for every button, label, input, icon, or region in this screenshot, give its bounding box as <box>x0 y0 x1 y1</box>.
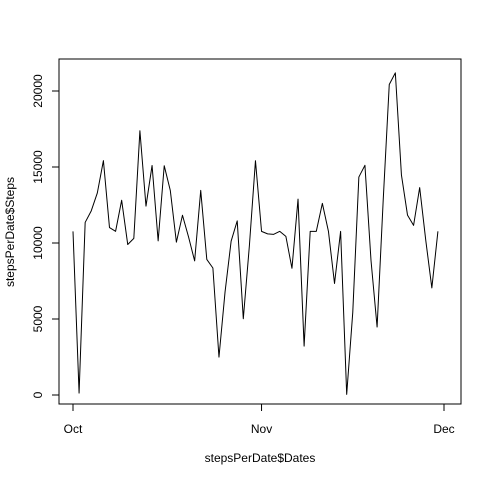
y-tick-label: 20000 <box>31 74 45 108</box>
y-tick-label: 10000 <box>31 226 45 260</box>
x-tick-label: Dec <box>433 422 454 436</box>
x-tick-label: Nov <box>251 422 272 436</box>
y-tick-label: 5000 <box>31 305 45 332</box>
x-axis-label: stepsPerDate$Dates <box>205 451 316 465</box>
y-tick-label: 0 <box>31 391 45 398</box>
y-axis-label: stepsPerDate$Steps <box>3 177 17 287</box>
y-tick-label: 15000 <box>31 150 45 184</box>
x-tick-label: Oct <box>64 422 83 436</box>
